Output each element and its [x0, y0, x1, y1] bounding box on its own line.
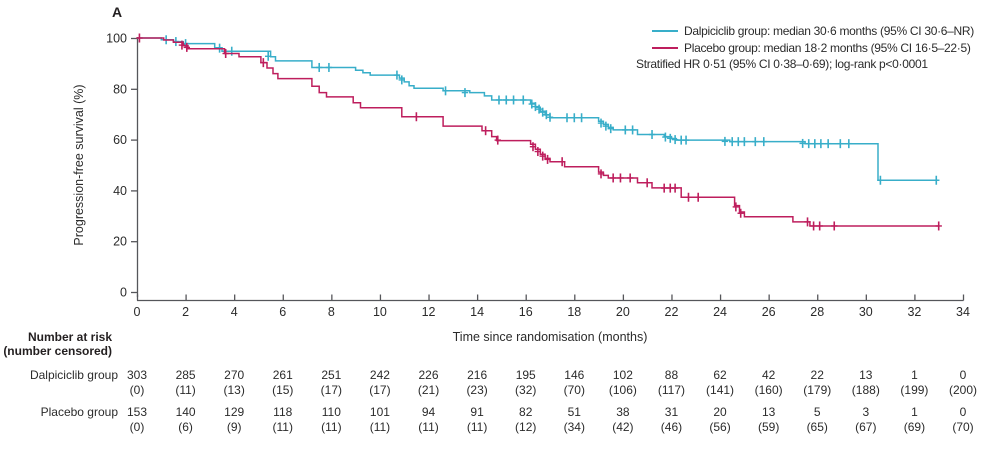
hazard-ratio-annotation: Stratified HR 0·51 (95% CI 0·38–0·69); l…	[636, 57, 928, 71]
legend-item-placebo: Placebo group: median 18·2 months (95% C…	[636, 39, 980, 56]
risk-table-header: Number at risk	[27, 330, 112, 344]
y-tick-label: 100	[106, 32, 127, 46]
x-tick-label: 32	[907, 305, 921, 319]
legend-label-dalpiciclib: Dalpiciclib group: median 30·6 months (9…	[684, 23, 974, 38]
y-tick-label: 60	[113, 133, 127, 147]
y-axis-title: Progression-free survival (%)	[72, 84, 86, 246]
x-tick-label: 6	[279, 305, 286, 319]
x-tick-label: 20	[616, 305, 630, 319]
legend: Dalpiciclib group: median 30·6 months (9…	[636, 22, 980, 73]
x-axis-title: Time since randomisation (months)	[452, 330, 648, 344]
x-tick-label: 28	[810, 305, 824, 319]
x-tick-label: 22	[665, 305, 679, 319]
x-tick-label: 26	[762, 305, 776, 319]
x-tick-label: 18	[567, 305, 581, 319]
x-tick-label: 34	[956, 305, 970, 319]
panel-label: A	[112, 4, 123, 20]
risk-row-label-placebo: Placebo group	[40, 405, 118, 419]
x-tick-label: 16	[519, 305, 533, 319]
y-tick-label: 40	[113, 184, 127, 198]
x-tick-label: 0	[134, 305, 141, 319]
risk-row-label-dalpiciclib: Dalpiciclib group	[29, 368, 118, 382]
x-tick-label: 10	[373, 305, 387, 319]
x-tick-label: 8	[328, 305, 335, 319]
x-tick-label: 2	[182, 305, 189, 319]
x-tick-label: 4	[231, 305, 238, 319]
y-tick-label: 20	[113, 235, 127, 249]
x-tick-label: 12	[422, 305, 436, 319]
y-tick-label: 80	[113, 82, 127, 96]
y-tick-label: 0	[120, 286, 127, 300]
dalpiciclib-line-swatch	[652, 29, 678, 32]
x-tick-label: 14	[470, 305, 484, 319]
legend-item-dalpiciclib: Dalpiciclib group: median 30·6 months (9…	[636, 22, 980, 39]
legend-label-placebo: Placebo group: median 18·2 months (95% C…	[684, 40, 971, 55]
placebo-line-swatch	[652, 46, 678, 49]
x-tick-label: 24	[713, 305, 727, 319]
risk-table-subheader: (number censored)	[3, 344, 112, 358]
x-tick-label: 30	[859, 305, 873, 319]
